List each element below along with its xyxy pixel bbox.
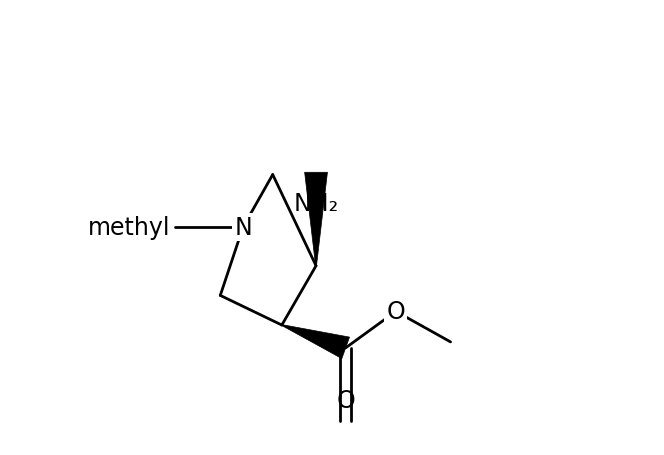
Text: NH₂: NH₂	[293, 191, 339, 215]
Polygon shape	[305, 173, 327, 266]
Polygon shape	[282, 325, 349, 359]
Text: N: N	[234, 216, 252, 239]
Text: methyl: methyl	[88, 216, 170, 239]
Text: O: O	[386, 300, 405, 324]
Text: O: O	[336, 388, 355, 412]
